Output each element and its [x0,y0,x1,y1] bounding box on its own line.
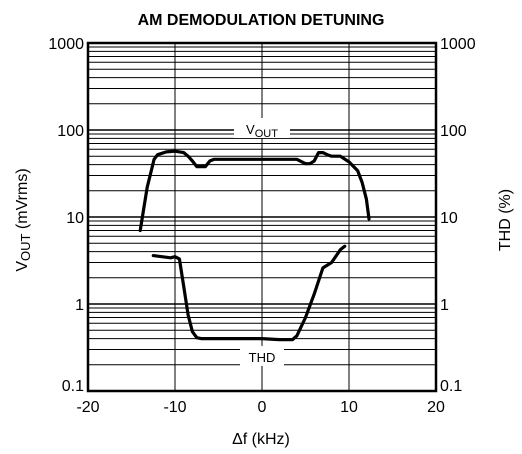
y-tick-label-left: 10 [66,210,84,227]
thd-label-background [240,345,284,366]
thd-series-label: THD [249,350,276,365]
x-tick-label: -20 [76,399,99,416]
tick-label-layer: -20 -10 0 10 20 0.1 1 10 100 1000 0.1 1 10 100 1000 [48,36,475,416]
x-axis-label: Δf (kHz) [232,431,290,448]
thd-series-line [151,244,347,342]
vout-series-line [138,149,371,233]
plot-frame [86,41,438,393]
y-tick-label-left: 0.1 [62,378,84,395]
y-tick-label-right: 100 [440,123,467,140]
vout-series-label-main: V [246,122,255,137]
y-tick-label-right: 1000 [440,36,476,53]
y-axis-label-left-sub: OUT [18,233,33,261]
x-tick-label: 0 [258,399,267,416]
y-tick-label-right: 1 [440,297,449,314]
y-tick-label-left: 1 [75,297,84,314]
chart-title: AM DEMODULATION DETUNING [138,12,385,29]
y-axis-label-left: VOUT (mVrms) [14,168,33,271]
y-axis-label-right: THD (%) [497,189,514,251]
vout-series-label: VOUT [246,122,278,140]
y-axis-label-left-unit: (mVrms) [14,168,31,233]
x-tick-label: 20 [427,399,445,416]
y-tick-label-left: 100 [57,123,84,140]
grid-layer [88,43,436,391]
vout-series-label-sub: OUT [255,128,279,140]
series-layer: VOUT THD [138,118,371,366]
y-tick-label-right: 10 [440,210,458,227]
y-tick-label-right: 0.1 [440,378,462,395]
y-axis-label-left-main: V [14,261,31,272]
x-tick-label: -10 [163,399,186,416]
y-tick-label-left: 1000 [48,36,84,53]
vout-label-background [234,118,290,138]
x-tick-label: 10 [340,399,358,416]
